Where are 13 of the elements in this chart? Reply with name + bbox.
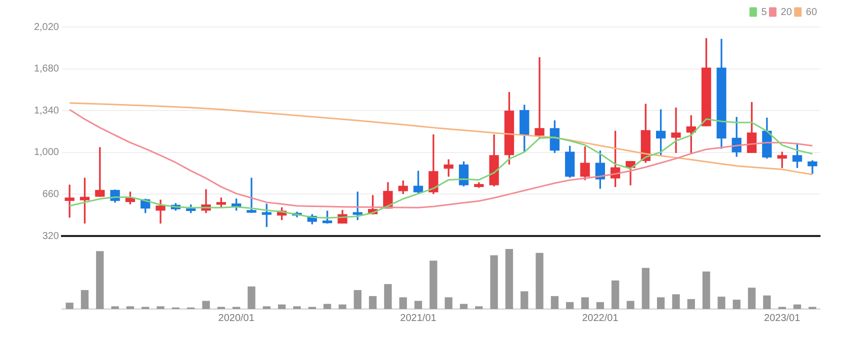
- y-tick-label: 2,020: [34, 22, 60, 33]
- x-tick-label: 2020/01: [218, 312, 255, 324]
- legend-label: 20: [780, 6, 792, 18]
- y-tick-label: 1,340: [34, 105, 60, 116]
- x-tick-label: 2021/01: [400, 312, 437, 324]
- legend-label: 5: [761, 6, 768, 18]
- legend-label: 60: [806, 6, 818, 18]
- y-tick-label: 1,000: [34, 147, 60, 158]
- y-tick-label: 320: [42, 230, 60, 242]
- y-tick-label: 660: [42, 188, 60, 200]
- x-tick-label: 2023/01: [764, 312, 801, 324]
- x-tick-label: 2022/01: [582, 312, 619, 324]
- y-tick-label: 1,680: [34, 64, 60, 75]
